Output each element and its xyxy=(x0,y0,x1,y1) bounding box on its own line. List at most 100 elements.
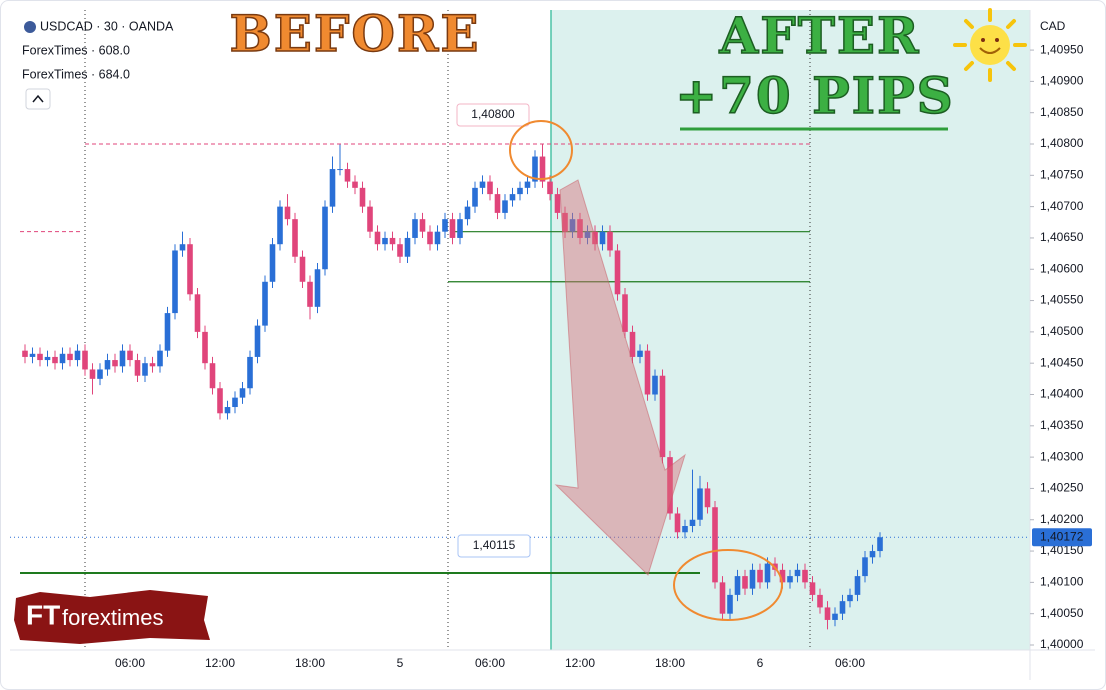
candle-body xyxy=(727,594,733,614)
candle-body xyxy=(764,563,771,583)
candle-body xyxy=(67,353,73,361)
candle-body xyxy=(179,244,186,251)
candle-body xyxy=(689,519,696,527)
candle-body xyxy=(509,194,516,201)
candle-body xyxy=(659,375,666,458)
candle-body xyxy=(187,244,193,295)
x-tick-label: 5 xyxy=(397,656,404,670)
highlight-circle xyxy=(509,120,573,180)
candle-body xyxy=(562,212,568,232)
candle-body xyxy=(412,219,418,238)
candle-body xyxy=(389,237,396,245)
candle-body xyxy=(674,513,681,533)
price-tag-label: 1,40115 xyxy=(473,538,516,552)
x-tick-label: 06:00 xyxy=(475,656,505,670)
candle-body xyxy=(464,206,471,220)
candle-body xyxy=(629,331,636,357)
candle-body xyxy=(502,200,508,213)
x-tick-label: 12:00 xyxy=(565,656,595,670)
candle-body xyxy=(44,356,51,361)
collapse-button[interactable] xyxy=(25,88,51,110)
candle-body xyxy=(127,350,133,361)
pips-caption: +70 PIPS xyxy=(675,66,955,125)
y-tick-label: 1,40500 xyxy=(1040,324,1084,338)
candle-body xyxy=(854,576,861,595)
candle-body xyxy=(89,369,96,379)
candle-body xyxy=(554,194,561,213)
candle-body xyxy=(329,169,336,207)
candle-body xyxy=(787,576,793,583)
candle-body xyxy=(644,350,651,395)
candle-body xyxy=(322,206,328,270)
candle-body xyxy=(599,231,606,245)
symbol-flag xyxy=(24,21,36,33)
candle-body xyxy=(52,356,58,364)
candle-body xyxy=(359,187,366,207)
candle-body xyxy=(487,181,493,195)
logo: FT forextimes xyxy=(14,590,210,644)
x-tick-label: 06:00 xyxy=(835,656,865,670)
candle-body xyxy=(457,219,463,238)
candle-body xyxy=(239,388,246,398)
candle-body xyxy=(164,313,171,351)
trend-arrow xyxy=(554,179,686,576)
price-tag-label: 1,40800 xyxy=(471,107,515,121)
candle-body xyxy=(479,181,486,188)
candle-body xyxy=(539,156,546,182)
candle-body xyxy=(277,206,283,245)
candle-body xyxy=(232,397,238,408)
candle-body xyxy=(569,219,576,232)
candle-body xyxy=(577,219,583,238)
currency-label: CAD xyxy=(1040,19,1066,33)
y-tick-label: 1,40250 xyxy=(1040,481,1084,495)
y-tick-label: 1,40350 xyxy=(1040,418,1084,432)
candle-body xyxy=(862,557,868,577)
candle-body xyxy=(719,582,726,614)
x-tick-label: 12:00 xyxy=(205,656,235,670)
candle-body xyxy=(247,356,253,389)
highlight-circle xyxy=(673,549,783,621)
candle-body xyxy=(472,187,478,207)
candle-body xyxy=(22,350,28,357)
candle-body xyxy=(847,594,853,602)
candle-body xyxy=(427,231,433,245)
candle-body xyxy=(367,206,373,232)
y-tick-label: 1,40200 xyxy=(1040,512,1084,526)
logo-name: forextimes xyxy=(62,605,163,630)
after-caption: AFTER xyxy=(718,6,920,65)
candle-body xyxy=(749,569,756,589)
x-tick-label: 18:00 xyxy=(295,656,325,670)
candle-body xyxy=(292,219,298,257)
candle-body xyxy=(97,369,103,379)
candle-body xyxy=(112,360,118,367)
price-tag xyxy=(456,103,530,127)
candle-body xyxy=(442,219,448,232)
candle-body xyxy=(29,353,36,357)
after-region xyxy=(551,10,1030,650)
candle-body xyxy=(397,244,403,257)
candle-body xyxy=(142,363,148,376)
candle-body xyxy=(824,607,831,620)
candle-body xyxy=(794,569,801,577)
candle-body xyxy=(419,219,426,232)
candle-body xyxy=(697,488,703,520)
plot: 1,40000 1,40050 1,40100 1,40150 1,40200 1,402… xyxy=(10,42,1092,670)
candle-body xyxy=(652,375,658,395)
candle-body xyxy=(869,551,876,558)
candle-body xyxy=(404,237,411,257)
candle-body xyxy=(712,507,718,583)
candle-body xyxy=(809,582,816,595)
candle-body xyxy=(877,537,883,552)
candle-body xyxy=(734,576,741,595)
y-tick-label: 1,40950 xyxy=(1040,42,1084,56)
candle-body xyxy=(584,231,591,238)
candle-body xyxy=(374,231,381,245)
candle-body xyxy=(779,569,786,583)
symbol-title: USDCAD · 30 · OANDA xyxy=(40,19,174,33)
y-tick-label: 1,40700 xyxy=(1040,199,1084,213)
candle-body xyxy=(269,244,276,282)
candle-body xyxy=(157,350,163,367)
candle-body xyxy=(382,237,388,245)
candle-body xyxy=(74,350,81,361)
last-price-tag xyxy=(1032,528,1092,547)
